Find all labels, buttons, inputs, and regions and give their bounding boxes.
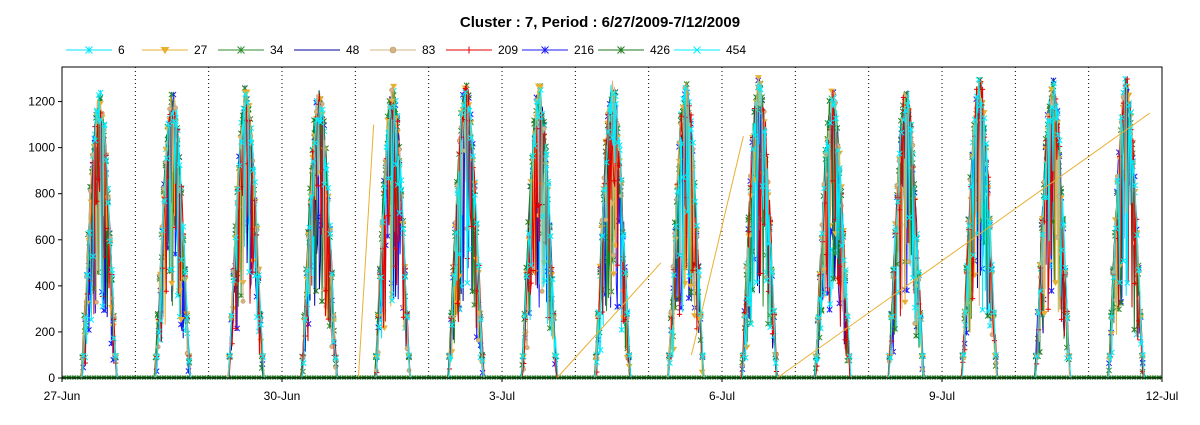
- data-layer: [62, 76, 1162, 380]
- y-tick-label: 600: [35, 233, 55, 247]
- y-tick-label: 200: [35, 325, 55, 339]
- y-tick-label: 1000: [28, 141, 55, 155]
- legend-item-83: 83: [370, 43, 436, 57]
- y-axis: 0 200 400 600 800 1000 1200: [28, 95, 62, 385]
- x-tick-label: 27-Jun: [44, 389, 81, 403]
- legend-label: 426: [650, 43, 670, 57]
- legend-item-6: 6: [66, 43, 125, 57]
- x-tick-label: 3-Jul: [489, 389, 515, 403]
- legend-item-216: 216: [522, 43, 594, 57]
- x-tick-label: 9-Jul: [929, 389, 955, 403]
- legend-label: 34: [270, 43, 284, 57]
- legend-item-426: 426: [598, 43, 670, 57]
- legend-label: 48: [346, 43, 360, 57]
- chart-title: Cluster : 7, Period : 6/27/2009-7/12/200…: [460, 14, 740, 31]
- x-tick-label: 6-Jul: [709, 389, 735, 403]
- legend-item-48: 48: [294, 43, 360, 57]
- gap-line-3: [691, 136, 743, 355]
- y-tick-label: 400: [35, 279, 55, 293]
- legend-label: 216: [574, 43, 594, 57]
- legend-item-27: 27: [142, 43, 208, 57]
- legend: 6 27 34 48 83 209 216 426 454: [66, 43, 746, 57]
- legend-label: 27: [194, 43, 208, 57]
- x-axis: 27-Jun 30-Jun 3-Jul 6-Jul 9-Jul 12-Jul: [44, 378, 1179, 403]
- legend-item-209: 209: [446, 43, 518, 57]
- x-tick-label: 30-Jun: [264, 389, 301, 403]
- gap-line-1: [358, 125, 373, 378]
- legend-label: 83: [422, 43, 436, 57]
- y-tick-label: 0: [48, 371, 55, 385]
- legend-label: 6: [118, 43, 125, 57]
- x-tick-label: 12-Jul: [1146, 389, 1179, 403]
- y-tick-label: 1200: [28, 95, 55, 109]
- y-tick-label: 800: [35, 187, 55, 201]
- legend-item-34: 34: [218, 43, 284, 57]
- legend-item-454: 454: [674, 43, 746, 57]
- legend-label: 209: [498, 43, 518, 57]
- legend-label: 454: [726, 43, 746, 57]
